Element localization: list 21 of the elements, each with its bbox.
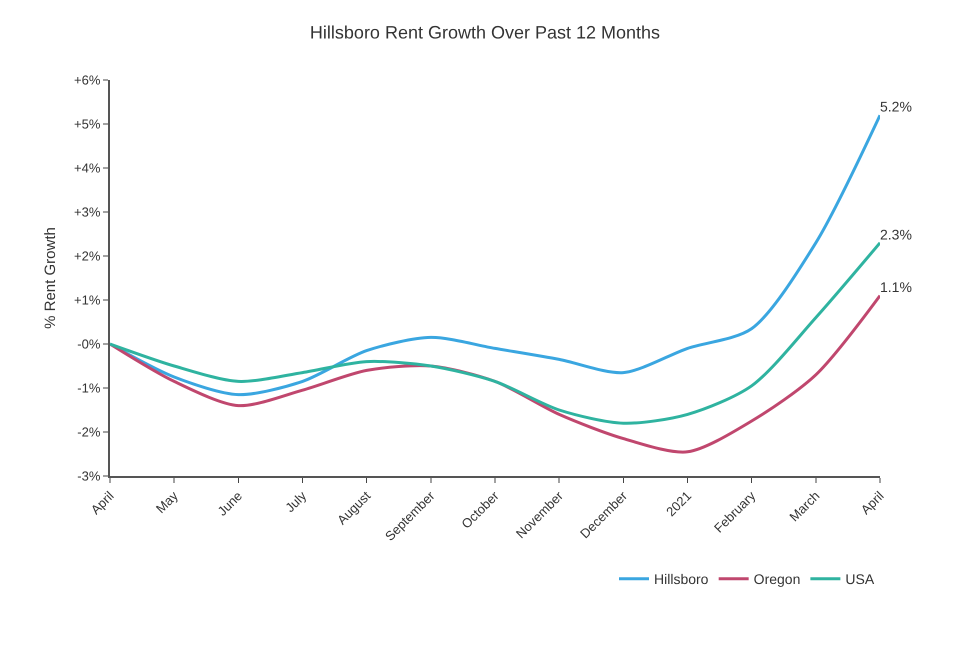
y-tick-label: +2% — [74, 248, 101, 264]
y-tick-label: +3% — [74, 204, 101, 220]
legend-label: Hillsboro — [654, 571, 709, 588]
data-label: 1.1% — [880, 279, 912, 296]
y-axis-title: % Rent Growth — [42, 227, 59, 329]
data-label: 5.2% — [880, 98, 912, 115]
x-tick-label: May — [152, 488, 182, 516]
y-tick-label: -2% — [77, 424, 101, 440]
y-tick-label: -3% — [77, 468, 101, 484]
y-tick-label: +4% — [74, 160, 101, 176]
y-tick-label: +5% — [74, 116, 101, 132]
line-series — [110, 241, 880, 425]
y-tick-label: +1% — [74, 292, 101, 308]
x-tick-label: July — [282, 488, 310, 516]
y-tick-label: +6% — [74, 72, 101, 88]
chart-title: Hillsboro Rent Growth Over Past 12 Months — [310, 22, 660, 42]
y-tick-label: -0% — [77, 336, 101, 352]
data-label: 2.3% — [880, 226, 912, 242]
legend-label: USA — [845, 571, 875, 588]
legend-label: Oregon — [754, 571, 800, 588]
y-tick-label: -1% — [77, 380, 101, 396]
